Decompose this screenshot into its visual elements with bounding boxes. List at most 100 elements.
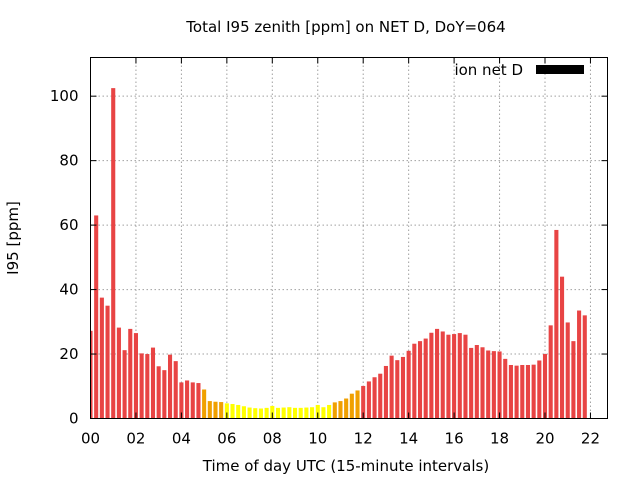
bar (531, 364, 536, 419)
bar (440, 331, 445, 419)
bar (366, 381, 371, 419)
bar (412, 343, 417, 419)
bar (452, 334, 457, 419)
bar (219, 402, 224, 419)
bar (327, 404, 332, 419)
bar (150, 347, 156, 419)
bar (253, 408, 258, 419)
bar (213, 401, 218, 419)
bar (94, 215, 99, 419)
y-tick-label: 100 (50, 87, 79, 105)
bar (321, 407, 326, 419)
y-tick-label: 40 (59, 281, 78, 299)
bar (372, 377, 377, 419)
bar (156, 366, 161, 419)
axis-ticks (90, 57, 608, 419)
bar (173, 361, 178, 419)
bar (446, 334, 451, 419)
bar (423, 338, 428, 419)
bar (116, 327, 121, 419)
bar (179, 382, 184, 419)
bar (162, 370, 167, 419)
bar (480, 347, 485, 419)
bar (122, 350, 127, 419)
bar (554, 229, 559, 419)
bar (298, 407, 303, 419)
bar (190, 382, 195, 419)
bar (537, 360, 542, 419)
x-tick-label: 08 (263, 430, 282, 448)
x-tick-labels: 00 02 04 06 08 10 12 14 16 18 20 22 (81, 430, 600, 448)
bars (90, 88, 587, 419)
bar (571, 341, 576, 419)
bar (105, 305, 110, 419)
bar (457, 333, 462, 419)
bar (491, 351, 496, 419)
bar (241, 406, 246, 419)
x-tick-label: 10 (308, 430, 327, 448)
bar (230, 403, 235, 419)
bar (435, 328, 440, 419)
bar (202, 389, 207, 419)
bar (292, 407, 298, 419)
bar (429, 332, 434, 419)
x-tick-label: 04 (172, 430, 191, 448)
bar (111, 88, 116, 419)
chart-title: Total I95 zenith [ppm] on NET D, DoY=064 (185, 18, 505, 36)
bar (270, 405, 275, 419)
y-tick-label: 20 (59, 345, 78, 363)
bar (281, 407, 286, 419)
bar (486, 350, 491, 419)
bar (236, 404, 241, 419)
y-tick-labels: 0 20 40 60 80 100 (50, 87, 79, 427)
x-tick-label: 06 (217, 430, 236, 448)
bar (349, 393, 354, 419)
bar (167, 354, 173, 419)
x-tick-label: 14 (399, 430, 418, 448)
legend-swatch (536, 65, 584, 74)
bar (582, 315, 587, 419)
y-tick-label: 80 (59, 152, 78, 170)
bar (338, 401, 343, 419)
bar (247, 407, 252, 419)
legend: ion net D (454, 61, 584, 79)
bar (304, 407, 309, 419)
bar (378, 373, 383, 419)
bar (395, 360, 400, 419)
bar (577, 310, 582, 419)
bar (344, 398, 349, 419)
x-tick-label: 18 (490, 430, 509, 448)
bar (560, 276, 565, 419)
plot-frame (90, 57, 608, 419)
bar (355, 390, 360, 419)
bar (310, 407, 315, 419)
x-tick-label: 22 (581, 430, 600, 448)
x-tick-label: 02 (126, 430, 145, 448)
bar (275, 407, 281, 419)
bar (389, 355, 394, 419)
bar (315, 404, 320, 419)
bar (287, 407, 292, 419)
y-tick-label: 0 (69, 410, 79, 428)
bar (497, 351, 502, 419)
bar (196, 383, 201, 419)
x-tick-label: 00 (81, 430, 100, 448)
x-axis-label: Time of day UTC (15-minute intervals) (202, 457, 489, 475)
bar (565, 322, 570, 419)
bar (542, 354, 548, 419)
bar (406, 350, 411, 419)
bar (383, 365, 388, 419)
bar (128, 328, 133, 419)
legend-label: ion net D (454, 61, 523, 79)
bar (417, 341, 423, 419)
bar (258, 408, 263, 419)
bar (145, 354, 150, 419)
bar (139, 353, 144, 419)
bar (224, 403, 229, 419)
bar (474, 345, 479, 419)
bar (361, 385, 366, 419)
y-tick-label: 60 (59, 216, 78, 234)
bar (463, 334, 468, 419)
bar (207, 401, 212, 419)
